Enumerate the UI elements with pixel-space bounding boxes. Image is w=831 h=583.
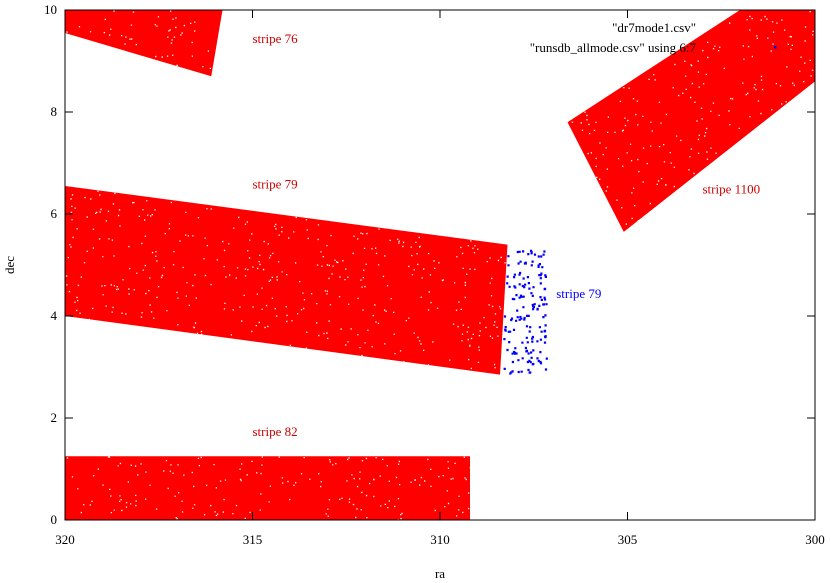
data-layer bbox=[65, 10, 815, 521]
x-tick-label: 315 bbox=[243, 532, 263, 547]
annotation-stripe-79-blue: stripe 79 bbox=[556, 286, 601, 301]
y-tick-label: 4 bbox=[51, 308, 58, 323]
legend-marker-dot bbox=[774, 46, 777, 49]
x-tick-label: 305 bbox=[618, 532, 638, 547]
annotation-stripe-1100: stripe 1100 bbox=[703, 182, 761, 197]
x-tick-label: 310 bbox=[430, 532, 450, 547]
annotation-stripe-76: stripe 76 bbox=[253, 31, 299, 46]
legend-entry-dr7mode1: "dr7mode1.csv" bbox=[612, 20, 696, 35]
region-0-0 bbox=[65, 10, 223, 77]
region-0-3 bbox=[567, 10, 815, 232]
annotation-stripe-82: stripe 82 bbox=[253, 424, 298, 439]
region-1-0 bbox=[503, 249, 548, 375]
y-tick-label: 2 bbox=[51, 410, 58, 425]
series-0 bbox=[65, 10, 815, 521]
region-0-1 bbox=[65, 185, 508, 375]
legend-marker-runsdb-allmode bbox=[774, 46, 777, 49]
y-tick-label: 0 bbox=[51, 512, 58, 527]
legend-entry-runsdb-allmode: "runsdb_allmode.csv" using 6:7 bbox=[530, 40, 697, 55]
axis-ticks bbox=[64, 9, 816, 521]
x-tick-label: 320 bbox=[55, 532, 75, 547]
x-tick-label: 300 bbox=[805, 532, 825, 547]
series-1 bbox=[503, 249, 548, 375]
y-axis-label: dec bbox=[2, 256, 17, 274]
annotation-stripe-79-red: stripe 79 bbox=[253, 177, 298, 192]
axis-tick-labels: 320 315 310 305 300 0 2 4 6 8 10 bbox=[44, 2, 825, 547]
y-tick-label: 6 bbox=[51, 206, 58, 221]
annotations: stripe 76 stripe 79 stripe 82 stripe 110… bbox=[253, 31, 761, 439]
x-axis-label: ra bbox=[435, 566, 445, 581]
legend: "dr7mode1.csv" "runsdb_allmode.csv" usin… bbox=[530, 20, 777, 55]
y-tick-label: 10 bbox=[44, 2, 57, 17]
region-0-2 bbox=[65, 456, 470, 520]
y-tick-label: 8 bbox=[51, 104, 58, 119]
